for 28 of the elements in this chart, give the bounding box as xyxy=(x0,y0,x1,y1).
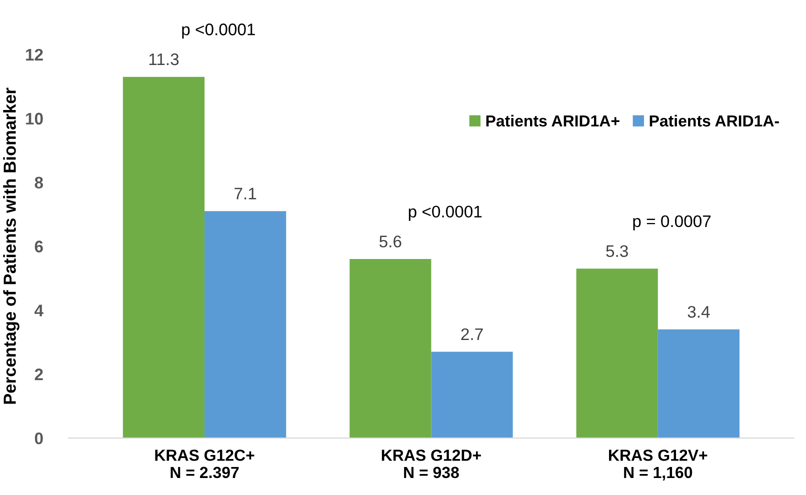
legend-label: Patients ARID1A+ xyxy=(486,114,620,127)
y-tick-label: 4 xyxy=(34,304,44,316)
data-label: 5.3 xyxy=(606,245,628,258)
y-axis-title: Percentage of Patients with Biomarker xyxy=(3,88,20,404)
data-label: 3.4 xyxy=(688,306,710,318)
y-tick-label: 10 xyxy=(26,112,43,125)
bar xyxy=(431,352,513,438)
annotation: p = 0.0007 xyxy=(633,215,711,230)
annotation: p <0.0001 xyxy=(408,206,482,221)
bar xyxy=(658,329,740,438)
data-label: 11.3 xyxy=(149,53,179,66)
bar xyxy=(576,268,658,438)
bar xyxy=(204,211,286,438)
data-label: 7.1 xyxy=(234,188,256,200)
y-tick-label: 6 xyxy=(34,240,43,252)
data-label: 2.7 xyxy=(461,328,483,340)
x-tick-label: KRAS G12C+ N = 2.397 xyxy=(155,450,254,478)
text: p <0.0001 xyxy=(182,24,255,39)
legend-label: Patients ARID1A- xyxy=(650,114,779,127)
y-tick-label: 0 xyxy=(34,432,43,444)
data-label: 5.6 xyxy=(379,236,402,248)
x-tick-label: KRAS G12V+ N = 1,160 xyxy=(609,450,708,480)
y-tick-label: 8 xyxy=(34,176,43,189)
bar xyxy=(122,76,205,438)
y-tick-label: 2 xyxy=(34,368,43,380)
bar xyxy=(350,259,432,438)
x-tick-label: KRAS G12D+ N = 938 xyxy=(382,450,481,478)
y-tick-label: 12 xyxy=(26,48,43,60)
